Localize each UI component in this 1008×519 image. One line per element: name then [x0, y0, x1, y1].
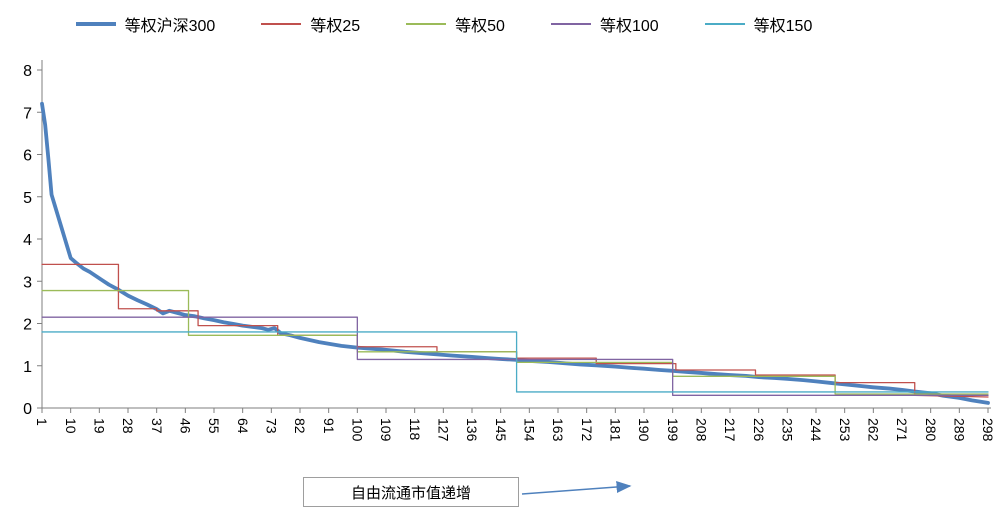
x-tick-label: 244 [808, 418, 824, 442]
legend-label: 等权100 [599, 18, 659, 35]
legend-item-1: 等权25 [261, 12, 360, 36]
x-tick-label: 280 [923, 418, 939, 442]
y-tick-label: 6 [23, 148, 32, 165]
legend-item-4: 等权150 [704, 12, 813, 36]
x-tick-label: 127 [435, 418, 451, 442]
y-tick-label: 3 [23, 274, 32, 291]
y-tick-label: 1 [23, 359, 32, 376]
legend-item-0: 等权沪深300 [75, 12, 216, 36]
legend-item-3: 等权100 [550, 12, 659, 36]
legend-item-2: 等权50 [406, 12, 505, 36]
x-tick-label: 298 [980, 418, 996, 442]
x-tick-label: 1 [34, 418, 50, 426]
x-tick-label: 46 [177, 418, 193, 434]
x-tick-label: 163 [550, 418, 566, 442]
legend-line-swatch [550, 23, 591, 25]
x-tick-label: 154 [521, 418, 537, 442]
x-tick-label: 145 [493, 418, 509, 442]
x-tick-label: 37 [149, 418, 165, 434]
x-tick-label: 289 [951, 418, 967, 442]
x-axis-title: 自由流通市值递增 [350, 484, 471, 502]
chart-legend: 等权沪深300 等权25 等权50 等权100 等权150 [0, 12, 1008, 36]
x-tick-label: 19 [91, 418, 107, 434]
legend-label: 等权25 [310, 18, 361, 35]
axis-caption-arrow-icon [521, 481, 632, 495]
x-tick-label: 55 [206, 418, 222, 434]
x-tick-label: 208 [693, 418, 709, 442]
legend-label: 等权50 [455, 18, 505, 35]
x-tick-label: 136 [464, 418, 480, 442]
x-tick-label: 199 [665, 418, 681, 442]
legend-line-swatch [261, 23, 302, 25]
x-tick-label: 10 [63, 418, 79, 434]
x-tick-label: 118 [407, 418, 423, 441]
x-tick-label: 190 [636, 418, 652, 442]
x-tick-label: 226 [751, 418, 767, 442]
x-tick-label: 181 [607, 418, 623, 442]
y-tick-label: 2 [23, 317, 32, 334]
x-tick-label: 100 [349, 418, 365, 442]
legend-line-swatch [704, 23, 745, 25]
x-tick-label: 172 [579, 418, 595, 442]
x-tick-label: 82 [292, 418, 308, 434]
y-tick-label: 4 [23, 232, 32, 249]
x-tick-label: 262 [865, 418, 881, 442]
series-line-2 [41, 289, 989, 395]
y-tick-label: 5 [23, 190, 32, 207]
series-line-1 [41, 263, 989, 398]
x-axis-title-box: 自由流通市值递增 [303, 477, 519, 507]
x-tick-label: 271 [894, 418, 910, 442]
series-line-4 [41, 331, 989, 393]
legend-label: 等权沪深300 [124, 18, 216, 35]
x-tick-label: 109 [378, 418, 394, 442]
y-tick-label: 8 [23, 63, 32, 80]
x-tick-label: 64 [235, 418, 251, 434]
legend-line-swatch [406, 23, 447, 25]
legend-line-swatch [75, 22, 116, 26]
series-line-3 [41, 316, 989, 396]
legend-label: 等权150 [753, 18, 813, 35]
y-tick-label: 7 [23, 105, 32, 122]
x-tick-label: 253 [837, 418, 853, 442]
series-line-0 [40, 101, 990, 405]
x-tick-label: 91 [321, 418, 337, 434]
x-tick-label: 235 [779, 418, 795, 442]
x-tick-label: 73 [263, 418, 279, 434]
x-tick-label: 217 [722, 418, 738, 442]
x-tick-label: 28 [120, 418, 136, 434]
y-tick-label: 0 [23, 401, 32, 418]
